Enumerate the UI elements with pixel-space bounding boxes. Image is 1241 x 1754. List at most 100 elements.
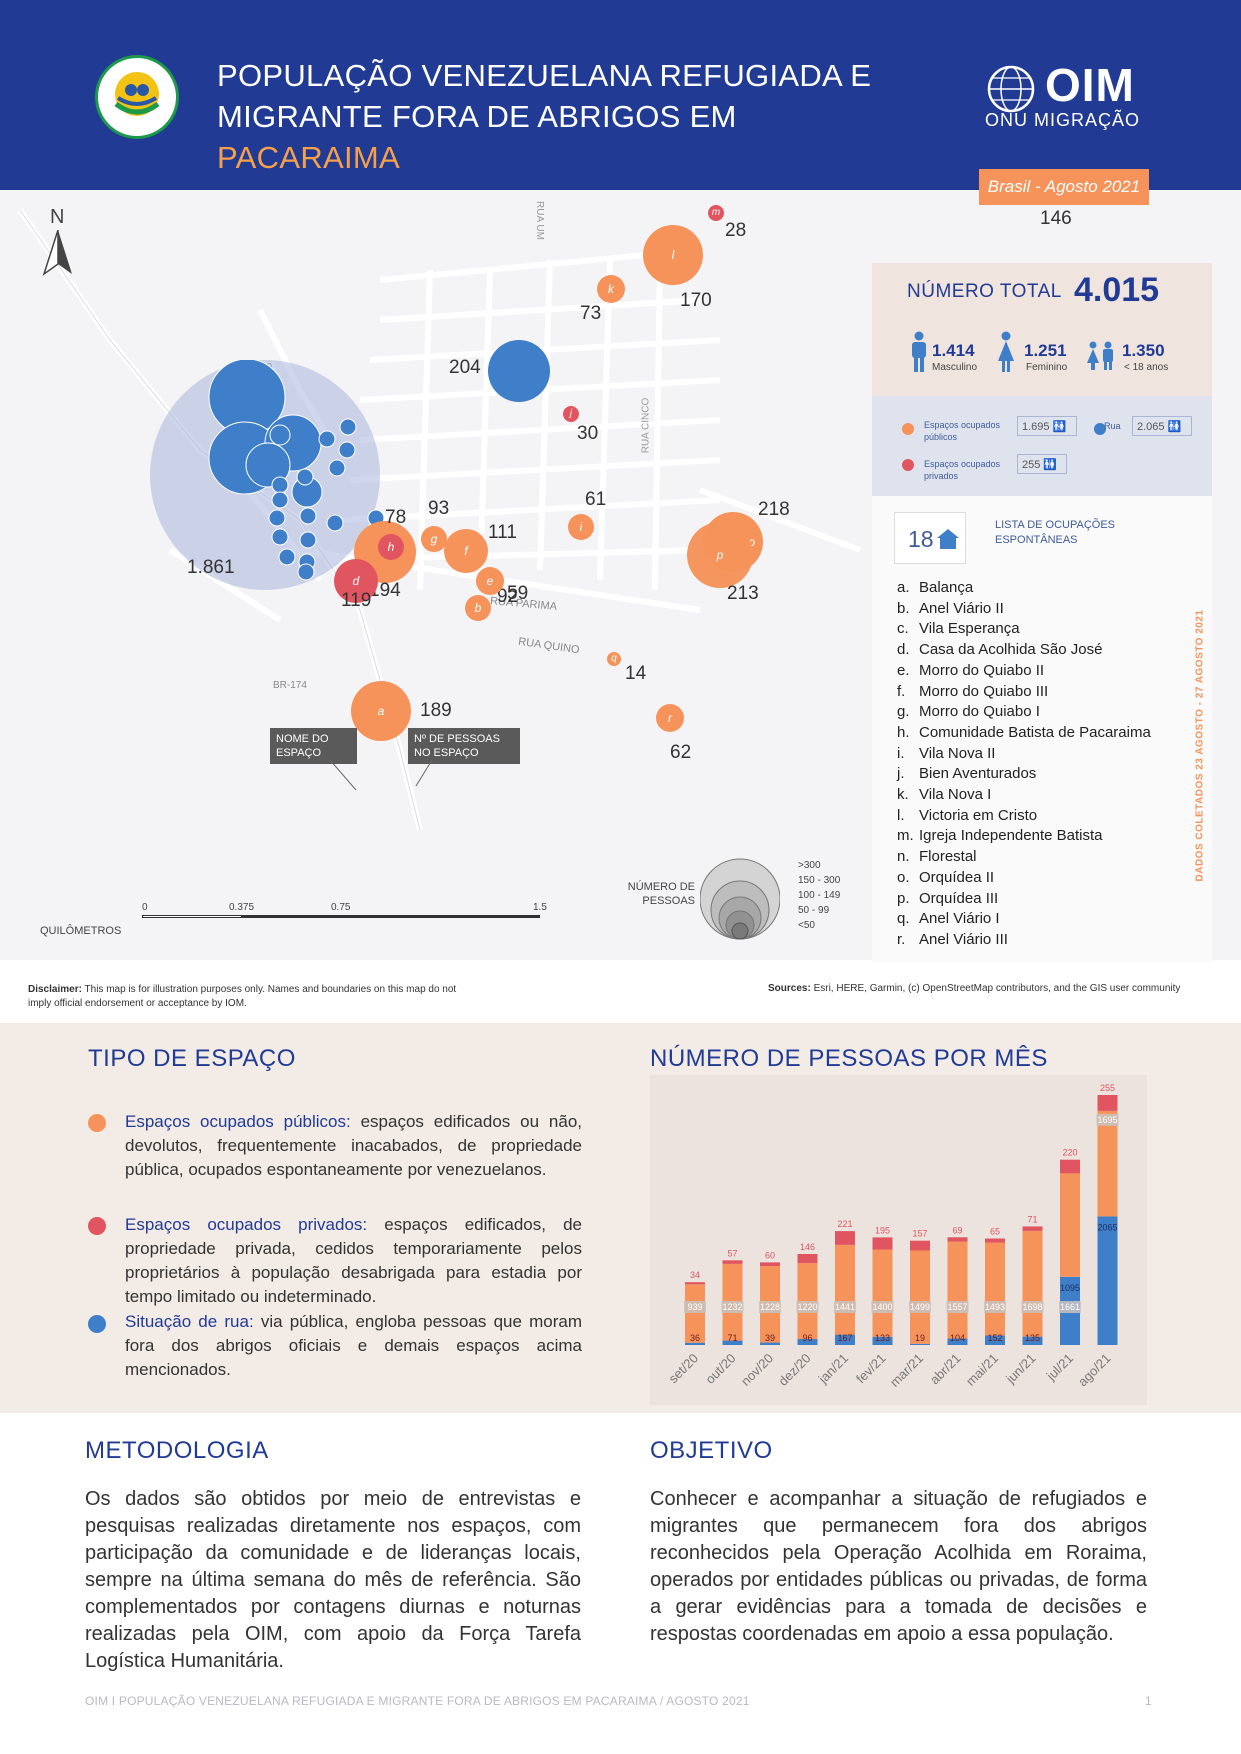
tipo-item-public: Espaços ocupados públicos: espaços edifi… <box>125 1110 582 1182</box>
bar-segment <box>947 1237 968 1242</box>
data-label-bg <box>909 1301 931 1313</box>
list-item: p. Orquídea III <box>897 889 999 907</box>
tipo-title: TIPO DE ESPAÇO <box>88 1045 296 1072</box>
bar-segment <box>872 1249 893 1337</box>
public-bullet <box>88 1114 106 1132</box>
bar-segment <box>985 1242 1005 1336</box>
tipo-key: Espaços ocupados privados: <box>125 1215 368 1234</box>
scale-tick: 0 <box>142 902 148 913</box>
point-letter: r <box>668 711 672 725</box>
map-point-count: 119 <box>341 590 372 611</box>
sources-text: Esri, HERE, Garmin, (c) OpenStreetMap co… <box>813 983 1181 994</box>
data-label: 255 <box>1100 1083 1115 1093</box>
list-item: r. Anel Viário III <box>897 930 1008 948</box>
north-label: N <box>50 206 65 228</box>
data-label-bg <box>796 1301 819 1313</box>
map-point-count: 213 <box>727 583 759 604</box>
size-legend-item: <50 <box>798 920 815 931</box>
data-label: 1557 <box>947 1302 967 1312</box>
scale-title: QUILÔMETROS <box>40 925 122 937</box>
total-box: NÚMERO TOTAL 4.015 1.414 Masculino 1.251… <box>872 263 1212 396</box>
data-label: 1698 <box>1022 1302 1042 1312</box>
data-label: 71 <box>1027 1214 1037 1224</box>
data-label-bg <box>1096 1113 1119 1126</box>
private-value-text: 255 <box>1022 459 1041 471</box>
data-label: 2065 <box>1097 1222 1117 1232</box>
bar-segment <box>1097 1095 1118 1111</box>
bar-segment <box>985 1335 1005 1345</box>
scale-bar-segment <box>142 915 242 918</box>
map-point-r[interactable]: r <box>656 704 684 732</box>
point-letter: p <box>716 548 724 562</box>
tipo-item-street: Situação de rua: via pública, engloba pe… <box>125 1310 582 1382</box>
street-cluster <box>150 360 385 590</box>
map-point-count: 30 <box>577 423 599 444</box>
sources-label: Sources: <box>768 983 811 994</box>
bar-segment <box>985 1238 1005 1243</box>
female-value: 1.251 <box>1024 341 1067 360</box>
data-label: 1228 <box>760 1302 780 1312</box>
bar-segment <box>760 1262 780 1267</box>
map-point-i[interactable]: i <box>568 514 594 540</box>
point-letter: i <box>579 520 583 534</box>
map-point-k[interactable]: k <box>597 275 625 303</box>
data-label: 167 <box>837 1333 852 1343</box>
occupations-list: a. Balança b. Anel Viário II c. Vila Espera… <box>897 578 1151 951</box>
data-label: 34 <box>690 1270 700 1280</box>
tipo-text: espaços edificados, de propriedade priva… <box>125 1215 583 1306</box>
private-legend-label: Espaços ocupados privados <box>924 459 1001 481</box>
map-point-p[interactable]: p <box>687 522 753 588</box>
map-point-a[interactable]: a <box>351 681 411 741</box>
map-point-g[interactable]: g <box>421 526 447 552</box>
data-label-bg <box>721 1301 744 1313</box>
map-point-count: 189 <box>420 700 452 721</box>
people-icon: 🚻 <box>1043 459 1058 471</box>
data-label: 133 <box>875 1333 890 1343</box>
map-point-e[interactable]: e <box>476 567 504 595</box>
cluster-total-label: 1.861 <box>187 557 235 578</box>
minor-label: < 18 anos <box>1124 362 1169 373</box>
map-point-count: 78 <box>385 507 407 528</box>
tipo-item-private: Espaços ocupados privados: espaços edifi… <box>125 1213 582 1309</box>
bar-segment <box>760 1342 780 1345</box>
list-item: q. Anel Viário I <box>897 910 1000 928</box>
data-label: 195 <box>875 1225 890 1235</box>
list-item: c. Vila Esperança <box>897 620 1020 638</box>
point-letter: l <box>671 248 675 262</box>
map-point-d[interactable]: d <box>334 559 378 603</box>
oim-wordmark: OIM <box>1045 59 1135 111</box>
title-line-2: MIGRANTE FORA DE ABRIGOS EM PACARAIMA <box>217 96 917 178</box>
map-point-h[interactable]: h <box>378 534 404 560</box>
data-label: 65 <box>990 1227 1000 1237</box>
data-label: 135 <box>1025 1333 1040 1343</box>
map-point-j[interactable]: j <box>563 406 579 422</box>
list-item: b. Anel Viário II <box>897 599 1004 617</box>
point-letter: o <box>748 535 755 549</box>
footer-text: OIM I POPULAÇÃO VENEZUELANA REFUGIADA E … <box>85 1694 750 1708</box>
tipo-text: via pública, engloba pessoas que moram f… <box>125 1312 582 1379</box>
tipo-key: Situação de rua: <box>125 1312 254 1331</box>
bar-segment <box>947 1241 968 1339</box>
bar-segment <box>685 1282 705 1285</box>
objetivo-text: Conhecer e acompanhar a situação de refu… <box>650 1488 1147 1645</box>
street-legend-value: 2.065 🚻 <box>1132 416 1192 436</box>
map-point-count: 73 <box>580 303 602 324</box>
map-point-m[interactable]: m <box>708 205 724 221</box>
size-legend-item: 50 - 99 <box>798 905 830 916</box>
list-item: o. Orquídea II <box>897 868 995 886</box>
female-label: Feminino <box>1026 362 1068 373</box>
disclaimer-text: This map is for illustration purposes on… <box>28 984 457 1009</box>
map-point-q[interactable]: q <box>607 652 621 666</box>
bar-segment <box>1097 1216 1118 1345</box>
map-point-b[interactable]: b <box>465 595 491 621</box>
private-bullet <box>88 1217 106 1235</box>
street-value-text: 2.065 <box>1137 421 1165 433</box>
map-point-street[interactable] <box>488 340 550 402</box>
data-label: 152 <box>987 1333 1002 1343</box>
data-label: 157 <box>912 1229 927 1239</box>
map-point-l[interactable]: l <box>643 225 703 285</box>
list-item: k. Vila Nova I <box>897 786 992 804</box>
map-point-f[interactable]: f <box>444 529 488 573</box>
bar-segment <box>835 1334 855 1345</box>
people-icon: 🚻 <box>1167 421 1182 433</box>
